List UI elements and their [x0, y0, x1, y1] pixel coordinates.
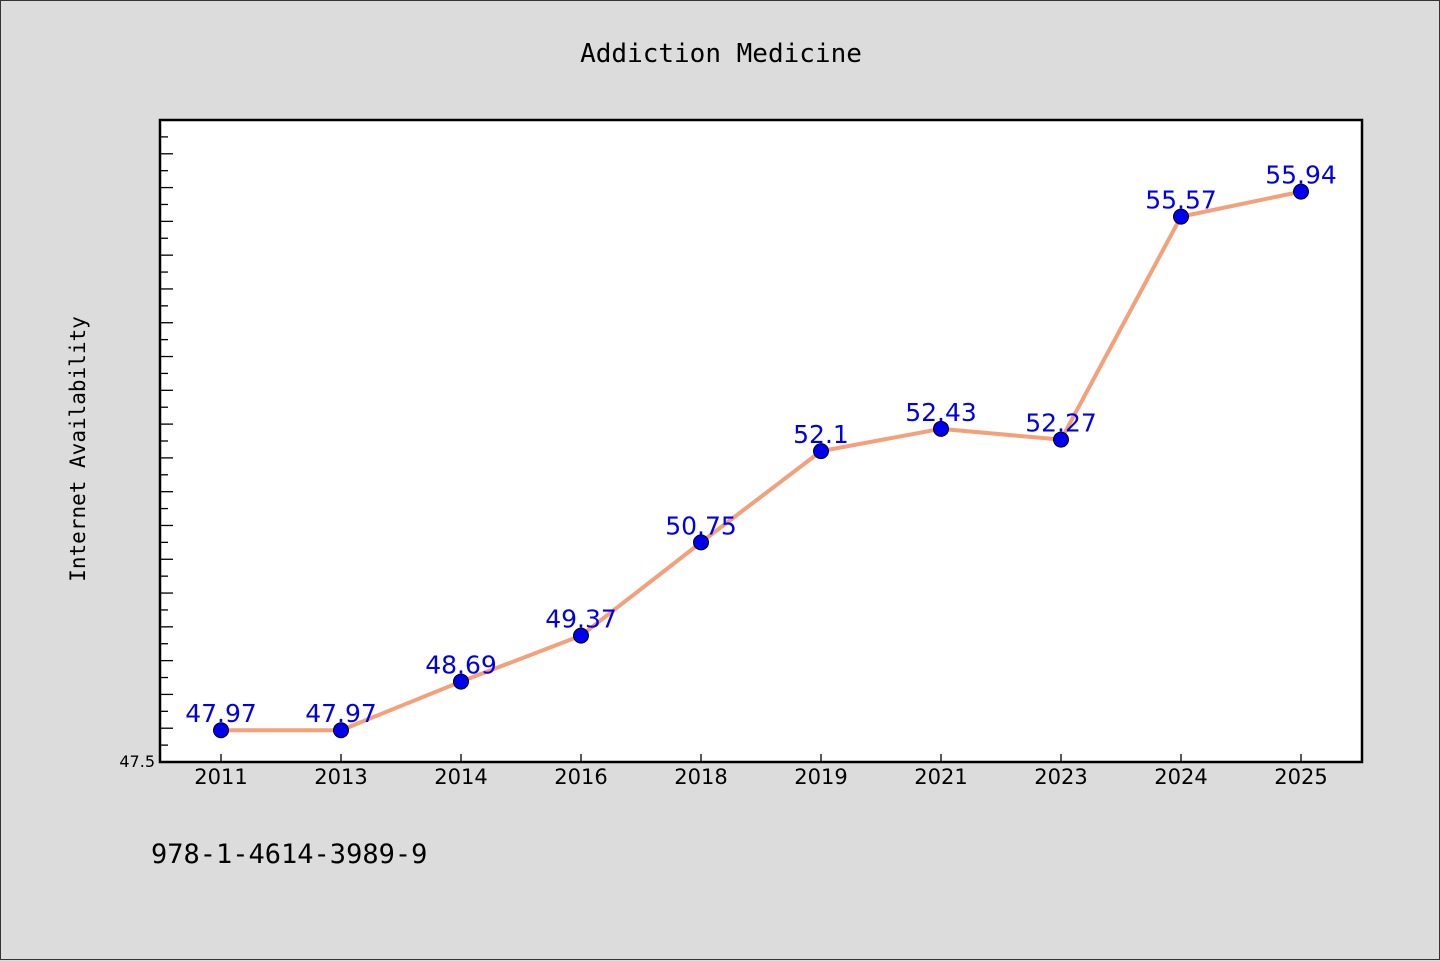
x-tick-label: 2018	[674, 765, 727, 789]
data-point	[573, 627, 589, 644]
y-axis-ticks: 47.5	[119, 136, 173, 771]
x-tick-label: 2016	[554, 765, 607, 789]
data-point	[1053, 431, 1069, 448]
x-tick-label: 2021	[914, 765, 967, 789]
x-tick-label: 2014	[434, 765, 487, 789]
data-label: 50.75	[665, 511, 737, 540]
data-point	[333, 722, 349, 739]
data-point	[1173, 208, 1189, 225]
plot-area	[158, 118, 1364, 764]
series-layer	[219, 189, 1303, 733]
data-label: 52.27	[1025, 409, 1097, 438]
data-label: 47.97	[185, 699, 257, 728]
series-line	[219, 189, 1303, 733]
data-label: 55.57	[1145, 186, 1217, 215]
data-point	[213, 722, 229, 739]
data-label: 52.1	[793, 420, 849, 449]
x-tick-label: 2011	[194, 765, 247, 789]
x-tick-label: 2023	[1034, 765, 1087, 789]
y-axis-label: Internet Availability	[66, 316, 90, 582]
data-label: 52.43	[905, 398, 977, 427]
data-label: 49.37	[545, 605, 617, 634]
data-label-layer: 47.97 47.97 48.69 49.37 50.75 52.1 52.43 52.27 5…	[185, 161, 1337, 729]
data-point	[813, 443, 829, 460]
marker-layer	[213, 183, 1309, 739]
data-label: 48.69	[425, 651, 497, 680]
x-tick-label: 2013	[314, 765, 367, 789]
data-label: 55.94	[1265, 161, 1337, 190]
x-tick-label: 2019	[794, 765, 847, 789]
x-tick-label: 2024	[1154, 765, 1207, 789]
data-point	[1293, 183, 1309, 200]
x-tick-label: 2025	[1274, 765, 1327, 789]
data-point	[453, 673, 469, 690]
data-point	[933, 420, 949, 437]
data-point	[693, 534, 709, 551]
chart-title: Addiction Medicine	[580, 39, 862, 69]
footer-isbn-text: 978-1-4614-3989-9	[151, 839, 427, 870]
data-label: 47.97	[305, 699, 377, 728]
y-tick-label: 47.5	[119, 752, 155, 771]
x-axis-ticks: 2011 2013 2014 2016 2018 2019 2021 2023 2024 2025	[194, 754, 1328, 789]
